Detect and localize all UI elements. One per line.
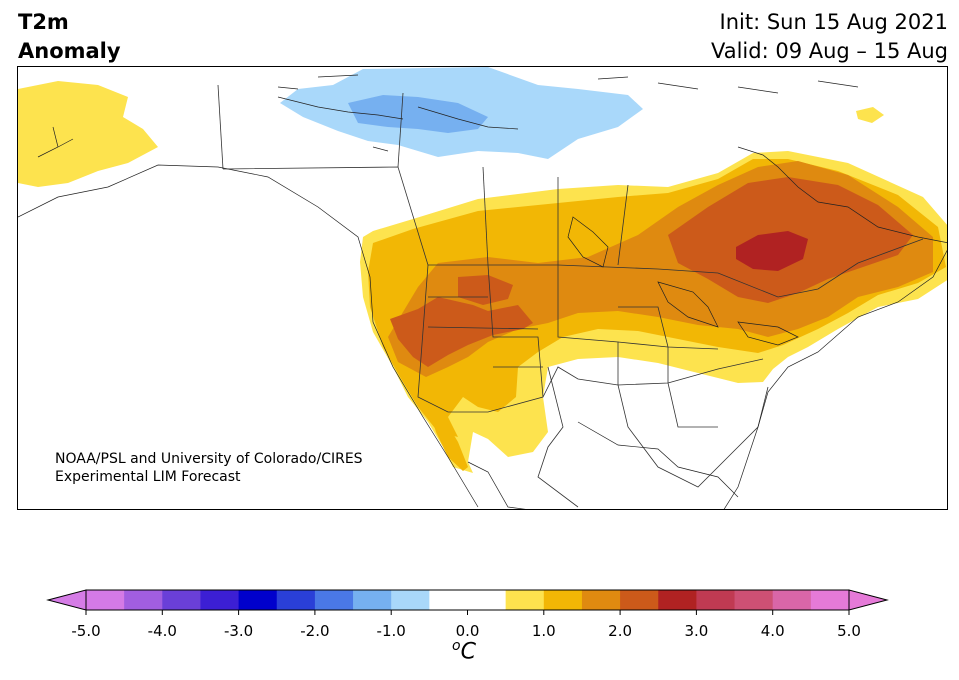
colorbar-cell (200, 590, 240, 610)
colorbar-cell (238, 590, 278, 610)
colorbar-tick-label: -1.0 (377, 622, 406, 640)
colorbar-tick-label: 5.0 (837, 622, 861, 640)
colorbar-cells (86, 590, 850, 610)
map-canvas (18, 67, 947, 509)
warm-anomaly-labrador (856, 107, 884, 123)
colorbar-tick-label: -5.0 (71, 622, 100, 640)
colorbar-cell (314, 590, 354, 610)
unit-degree: o (452, 638, 461, 654)
colorbar-cell (620, 590, 659, 610)
colorbar-tick-label: 0.0 (456, 622, 480, 640)
init-date: Init: Sun 15 Aug 2021 (719, 10, 948, 34)
colorbar-cell (162, 590, 201, 610)
colorbar-cell (353, 590, 392, 610)
unit-celsius: C (460, 639, 476, 665)
colorbar-cell (276, 590, 316, 610)
coastlines (18, 74, 947, 509)
forecast-dates: Init: Sun 15 Aug 2021 Valid: 09 Aug – 15… (711, 8, 948, 66)
credit-line2: Experimental LIM Forecast (55, 469, 241, 485)
warm-anomaly-20-west (390, 297, 533, 367)
colorbar: -5.0 -4.0 -3.0 -2.0 -1.0 0.0 1.0 2.0 3.0 4.0 5.0 (46, 589, 889, 640)
colorbar-cell (810, 590, 850, 610)
colorbar-cell (734, 590, 774, 610)
colorbar-tick-label: -4.0 (148, 622, 177, 640)
colorbar-cell (467, 590, 507, 610)
political-borders (217, 84, 924, 508)
colorbar-cell (86, 590, 125, 610)
colorbar-tick-label: 1.0 (532, 622, 556, 640)
warm-anomaly-baja (428, 407, 468, 471)
colorbar-cell (658, 590, 697, 610)
warm-anomaly-25 (736, 231, 808, 271)
colorbar-cell (772, 590, 812, 610)
colorbar-over-arrow (848, 589, 889, 611)
valid-range: Valid: 09 Aug – 15 Aug (710, 39, 948, 63)
colorbar-tick-label: -2.0 (300, 622, 329, 640)
colorbar-cell (696, 590, 736, 610)
credit-line1: NOAA/PSL and University of Colorado/CIRE… (55, 451, 363, 467)
warm-anomaly-alaska (18, 81, 158, 187)
colorbar-tick-label: 2.0 (608, 622, 632, 640)
data-credit: NOAA/PSL and University of Colorado/CIRE… (55, 450, 363, 486)
colorbar-tick-label: -3.0 (224, 622, 253, 640)
title-type: Anomaly (18, 39, 121, 63)
colorbar-cell (391, 590, 430, 610)
colorbar-tick-label: 4.0 (761, 622, 785, 640)
colorbar-under-arrow (46, 589, 87, 611)
map-title: T2m Anomaly (18, 8, 121, 66)
title-variable: T2m (18, 10, 69, 34)
colorbar-ticks: -5.0 -4.0 -3.0 -2.0 -1.0 0.0 1.0 2.0 3.0 4.0 5.0 (71, 610, 861, 640)
colorbar-cell (543, 590, 583, 610)
cold-anomaly-mid (348, 95, 488, 133)
colorbar-cell (505, 590, 545, 610)
warm-anomaly-20-center (458, 275, 513, 305)
colorbar-cell (429, 590, 468, 610)
colorbar-unit-label: oC (452, 638, 476, 664)
colorbar-cell (124, 590, 163, 610)
anomaly-map (17, 66, 948, 510)
colorbar-tick-label: 3.0 (684, 622, 708, 640)
colorbar-cell (581, 590, 621, 610)
